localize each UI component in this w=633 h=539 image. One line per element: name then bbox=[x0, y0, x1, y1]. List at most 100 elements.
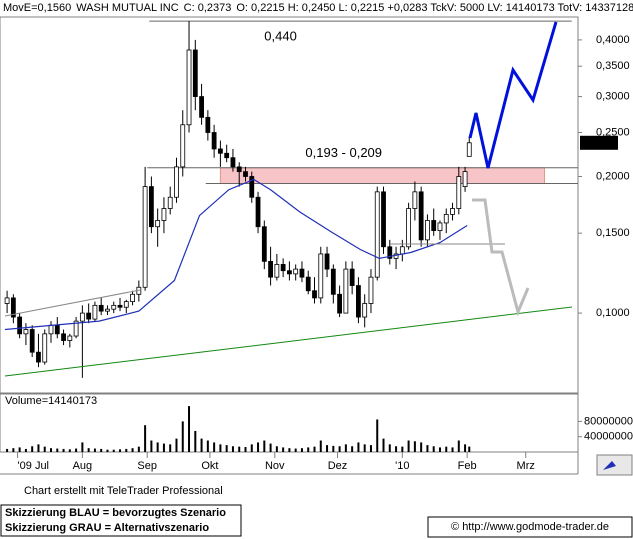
candle-body bbox=[293, 268, 299, 275]
candle-body bbox=[456, 176, 462, 209]
volume-bar bbox=[156, 442, 159, 452]
volume-bar bbox=[464, 444, 467, 452]
candle-body bbox=[243, 171, 248, 177]
volume-bar bbox=[200, 438, 203, 452]
volume-bar bbox=[131, 448, 134, 452]
y-tick-label: 0,2500 bbox=[596, 126, 630, 138]
volume-label: Volume=14140173 bbox=[5, 395, 97, 407]
volume-bar bbox=[445, 446, 448, 452]
x-tick-label: Feb bbox=[458, 460, 477, 472]
candle-body bbox=[148, 186, 154, 228]
band-label: 0,193 - 0,209 bbox=[305, 145, 382, 160]
volume-bar bbox=[31, 446, 34, 452]
candle-body bbox=[261, 226, 267, 262]
volume-bar bbox=[231, 446, 234, 452]
candle-body bbox=[73, 320, 79, 337]
candle-body bbox=[268, 260, 273, 278]
volume-bar bbox=[137, 446, 140, 452]
volume-bar bbox=[382, 438, 385, 452]
volume-bar bbox=[344, 444, 347, 452]
volume-bar bbox=[244, 447, 247, 452]
volume-bar bbox=[56, 448, 59, 452]
candle-body bbox=[356, 285, 361, 318]
candle-body bbox=[79, 312, 85, 322]
candle-body bbox=[211, 132, 217, 150]
volume-bar bbox=[294, 448, 297, 452]
volume-bar bbox=[37, 444, 40, 452]
last-price-box bbox=[580, 135, 618, 150]
candle-body bbox=[142, 186, 148, 288]
candle-body bbox=[312, 290, 317, 299]
candle-body bbox=[425, 220, 430, 241]
candle-body bbox=[362, 303, 368, 318]
resistance-band bbox=[219, 167, 546, 185]
candle-body bbox=[368, 276, 374, 304]
volume-bar bbox=[407, 440, 410, 452]
candle-body bbox=[111, 304, 117, 310]
volume-bar bbox=[275, 446, 278, 452]
y-tick-label: 0,2000 bbox=[596, 170, 630, 182]
candle-body bbox=[23, 329, 29, 335]
volume-bar bbox=[395, 446, 398, 452]
candle-body bbox=[437, 222, 443, 231]
candle-body bbox=[205, 116, 211, 133]
candle-body bbox=[167, 196, 173, 209]
price-panel bbox=[0, 16, 579, 394]
volume-bar bbox=[6, 448, 9, 452]
tool-icon bbox=[603, 461, 616, 470]
candle-body bbox=[180, 124, 186, 168]
volume-bar bbox=[87, 448, 90, 452]
volume-bar bbox=[93, 448, 96, 452]
volume-bar bbox=[188, 406, 191, 452]
header-text: MovE=0,1560 bbox=[3, 2, 71, 14]
volume-bar bbox=[420, 442, 423, 452]
candle-body bbox=[274, 264, 280, 278]
candle-body bbox=[42, 333, 48, 363]
candle-body bbox=[161, 208, 167, 221]
candle-body bbox=[92, 304, 98, 320]
volume-bar bbox=[213, 442, 216, 452]
x-tick-label: '10 bbox=[395, 460, 409, 472]
volume-bar bbox=[169, 444, 172, 452]
x-tick-label: Dez bbox=[328, 460, 348, 472]
candle-body bbox=[280, 264, 286, 272]
volume-bar bbox=[219, 444, 222, 452]
candle-body bbox=[406, 208, 412, 248]
volume-bar bbox=[100, 448, 103, 452]
moving-average bbox=[4, 178, 468, 331]
volume-bar bbox=[357, 442, 360, 452]
legend-blue: Skizzierung BLAU = bevorzugtes Szenario bbox=[5, 507, 226, 519]
volume-bar bbox=[438, 447, 441, 452]
x-tick-label: Aug bbox=[73, 460, 93, 472]
candle-body bbox=[412, 191, 418, 209]
x-tick-label: Mrz bbox=[517, 460, 535, 472]
x-tick-label: Sep bbox=[137, 460, 157, 472]
candle-body bbox=[349, 268, 355, 286]
volume-bar bbox=[81, 442, 84, 452]
legend-box bbox=[0, 504, 242, 537]
candle-body bbox=[36, 351, 41, 363]
candle-body bbox=[217, 148, 223, 154]
volume-bar bbox=[238, 446, 241, 452]
candle-body bbox=[450, 208, 455, 215]
candle-body bbox=[330, 268, 336, 295]
candle-body bbox=[17, 316, 23, 335]
blue-scenario bbox=[468, 21, 558, 169]
legend-grey: Skizzierung GRAU = Alternativszenario bbox=[5, 522, 209, 534]
upper-trendline bbox=[4, 289, 141, 317]
candle-body bbox=[337, 293, 342, 314]
candle-body bbox=[462, 171, 468, 187]
volume-bar bbox=[18, 447, 21, 452]
volume-bar bbox=[426, 445, 429, 452]
candle-body bbox=[224, 152, 230, 159]
volume-bar bbox=[269, 443, 272, 452]
candle-body bbox=[343, 268, 349, 314]
volume-bar bbox=[125, 448, 128, 452]
candle-body bbox=[117, 304, 123, 308]
candle-body bbox=[318, 253, 324, 299]
x-tick-label: Nov bbox=[265, 460, 285, 472]
candle-body bbox=[123, 301, 129, 308]
volume-bar bbox=[206, 440, 209, 452]
candle-body bbox=[199, 96, 204, 118]
